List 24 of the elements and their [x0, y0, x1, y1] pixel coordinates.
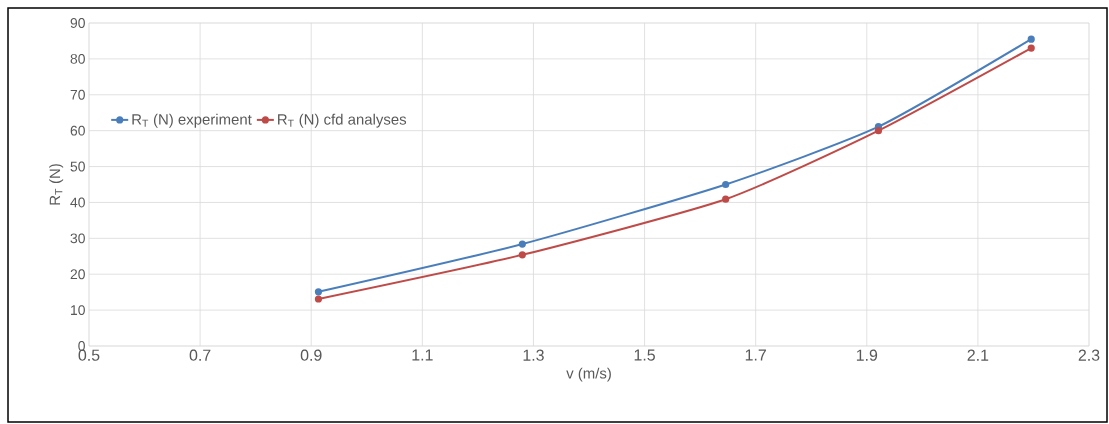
legend-label: R$_{T}$ (N) experiment — [132, 113, 252, 128]
x-tick-label: 1.5 — [634, 349, 655, 361]
y-axis-title: R$_{T}$ (N) — [49, 164, 64, 205]
y-tick-label: 10 — [71, 305, 85, 316]
y-tick-label: 40 — [70, 197, 85, 208]
x-tick-label: 0.5 — [78, 349, 100, 361]
y-tick-label: 90 — [70, 18, 85, 28]
x-tick-label: 1.3 — [523, 349, 544, 361]
x-tick-label: 2.1 — [967, 349, 989, 361]
x-tick-label: 0.7 — [189, 349, 211, 361]
legend-label: R$_{T}$ (N) cfd analyses — [278, 113, 407, 128]
x-axis-title: v (m/s) — [566, 367, 611, 382]
x-tick-label: 2.3 — [1078, 349, 1100, 361]
x-tick-label: 1.1 — [412, 349, 433, 361]
y-tick-label: 70 — [70, 89, 85, 100]
y-tick-label: 60 — [70, 125, 85, 136]
y-tick-label: 20 — [70, 269, 85, 280]
y-tick-label: 80 — [70, 53, 85, 64]
x-tick-label: 1.7 — [745, 349, 766, 361]
x-tick-label: 0.9 — [300, 349, 322, 361]
y-tick-label: 30 — [70, 233, 85, 244]
x-tick-label: 1.9 — [856, 349, 878, 361]
y-tick-label: 50 — [70, 161, 85, 172]
y-tick-label: 0 — [78, 341, 85, 351]
